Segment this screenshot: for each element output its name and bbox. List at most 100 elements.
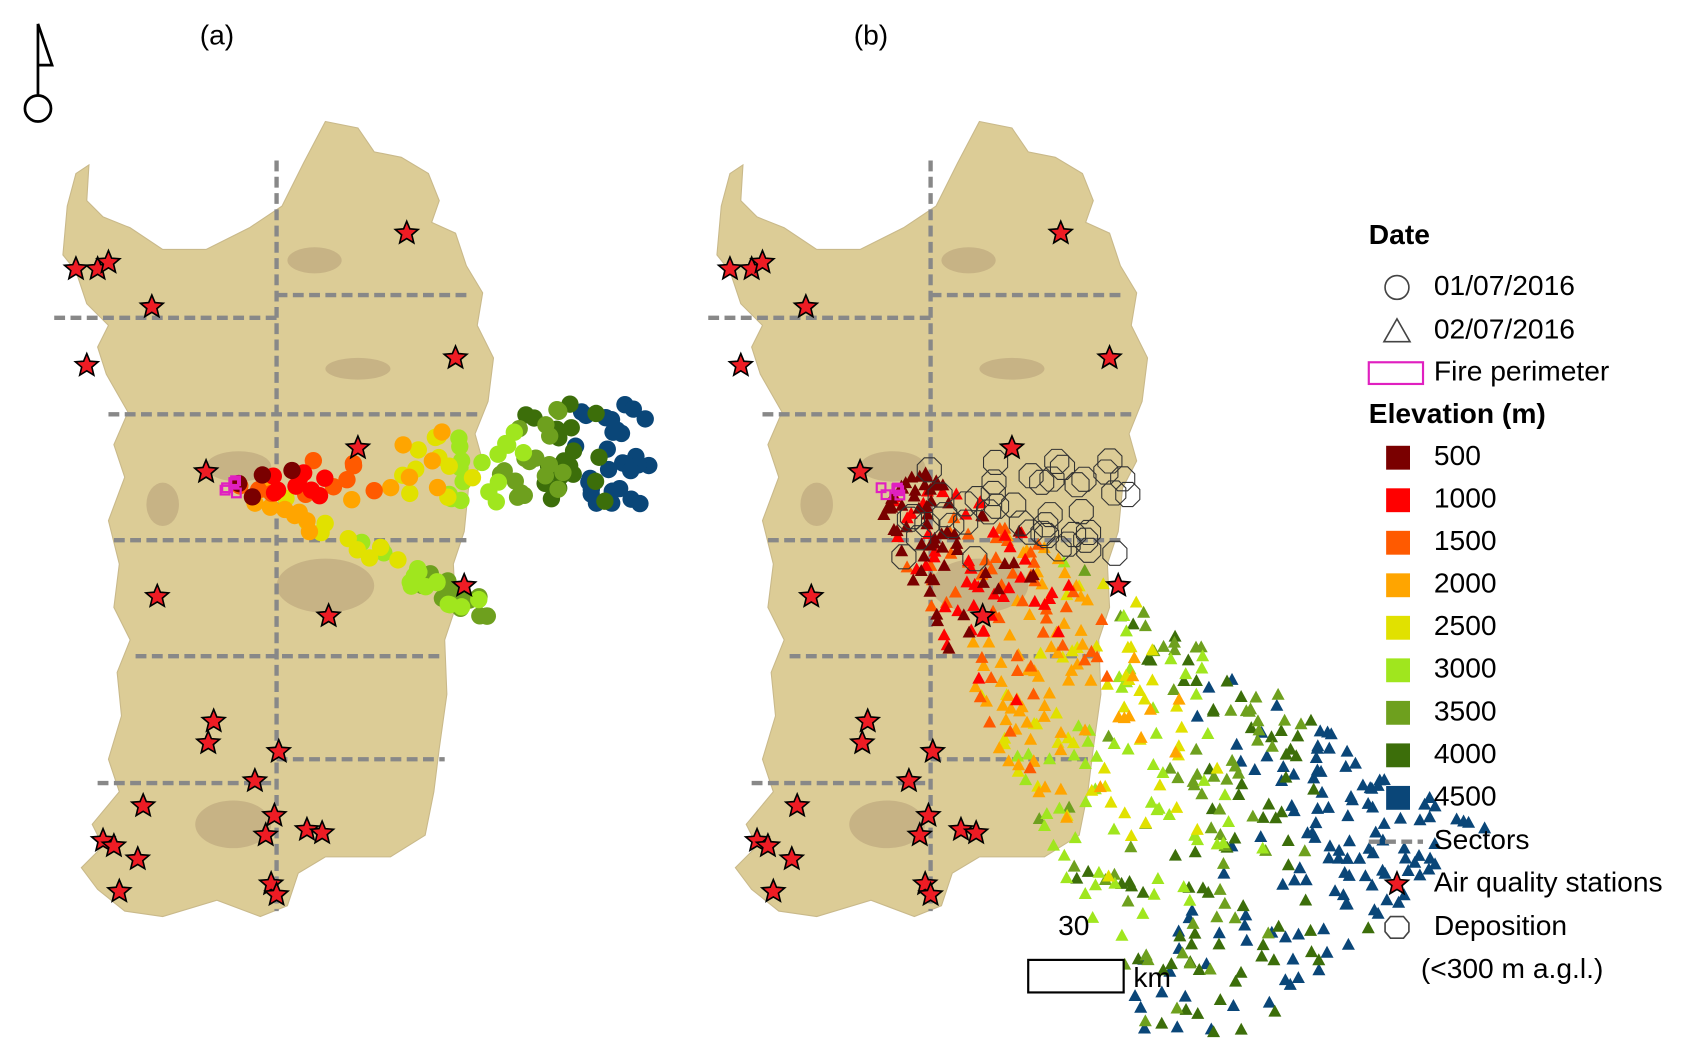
trajectory-point — [1032, 812, 1046, 824]
trajectory-point — [1034, 646, 1048, 659]
trajectory-point — [1312, 963, 1326, 976]
trajectory-point — [1413, 813, 1427, 826]
trajectory-point — [1078, 653, 1092, 666]
trajectory-point — [1320, 945, 1334, 958]
trajectory-point — [1210, 761, 1224, 774]
deposition — [1101, 480, 1127, 506]
trajectory-point — [1412, 848, 1426, 861]
trajectory-point — [1210, 910, 1224, 923]
trajectory-point — [979, 694, 993, 707]
trajectory-point — [1265, 739, 1279, 752]
trajectory-point — [1056, 638, 1070, 651]
trajectory-point — [1339, 759, 1353, 772]
trajectory-point — [316, 469, 334, 487]
trajectory-point — [1234, 690, 1248, 702]
trajectory-point — [1309, 816, 1323, 829]
legend-label: 2000 — [1434, 567, 1497, 599]
trajectory-point — [1314, 764, 1328, 777]
trajectory-point — [1035, 577, 1049, 590]
deposition — [1046, 536, 1072, 562]
trajectory-point — [1010, 649, 1024, 662]
trajectory-point — [1137, 605, 1151, 618]
trajectory-point — [515, 486, 533, 505]
trajectory-point — [1037, 710, 1051, 722]
trajectory-point — [915, 537, 929, 550]
trajectory-point — [1361, 796, 1375, 809]
trajectory-point — [1156, 766, 1170, 779]
trajectory-point — [1011, 764, 1025, 777]
trajectory-point — [977, 659, 991, 671]
trajectory-point — [1023, 761, 1037, 774]
trajectory-point — [549, 480, 567, 498]
trajectory-point — [1252, 723, 1266, 736]
trajectory-point — [1156, 963, 1170, 976]
trajectory-point — [253, 466, 272, 484]
trajectory-point — [1143, 702, 1157, 715]
deposition — [1060, 521, 1087, 548]
station — [1383, 869, 1411, 896]
legend-label: 01/07/2016 — [1434, 269, 1575, 301]
trajectory-point — [1100, 669, 1114, 682]
station — [846, 457, 874, 484]
trajectory-point — [1179, 667, 1193, 680]
trajectory-point — [1332, 843, 1346, 856]
elevation-legend: 500 1000 1500 2000 2500 3000 3500 4000 4500 — [1386, 439, 1497, 811]
deposition — [953, 509, 979, 535]
legend-swatch — [1386, 573, 1410, 598]
trajectory-point — [996, 698, 1010, 711]
trajectory-point — [917, 549, 931, 562]
station — [962, 818, 990, 845]
trajectory-point — [937, 558, 951, 571]
trajectory-point — [1226, 999, 1240, 1011]
deposition — [1110, 466, 1136, 492]
legend-swatch — [1386, 743, 1410, 768]
trajectory-point — [1074, 589, 1088, 602]
trajectory-point — [1285, 798, 1299, 811]
trajectory-point — [1365, 878, 1379, 891]
legend-label: 500 — [1434, 439, 1481, 471]
station — [265, 737, 293, 764]
legend-title: Elevation (m) — [1369, 397, 1546, 429]
trajectory-point — [1104, 795, 1118, 808]
trajectory-point — [1401, 864, 1415, 876]
trajectory-point — [287, 477, 305, 495]
trajectory-point — [906, 573, 920, 586]
legend-swatch — [1386, 530, 1410, 555]
trajectory-point — [1070, 657, 1084, 670]
trajectory-point — [1183, 893, 1197, 906]
fire-perimeter — [891, 483, 903, 495]
trajectory-point — [487, 493, 505, 511]
trajectory-point — [935, 527, 949, 540]
station — [200, 707, 228, 733]
trajectory-point — [959, 507, 973, 520]
trajectory-point — [885, 500, 899, 513]
trajectory-point — [1204, 821, 1218, 834]
trajectory-point — [996, 590, 1010, 602]
trajectory-point — [1001, 688, 1015, 701]
trajectory-point — [950, 536, 964, 549]
station — [124, 844, 152, 871]
trajectory-point — [268, 481, 287, 499]
trajectory-point — [1138, 619, 1152, 632]
trajectory-point — [1207, 1025, 1221, 1038]
trajectory-point — [1361, 921, 1375, 934]
trajectory-point — [1081, 864, 1095, 877]
trajectory-point — [1255, 949, 1269, 962]
trajectory-point — [1342, 834, 1356, 847]
trajectory-point — [1298, 844, 1312, 857]
trajectory-point — [1254, 830, 1268, 842]
trajectory-point — [1272, 919, 1286, 932]
trajectory-point — [1096, 577, 1110, 590]
trajectory-point — [1027, 687, 1041, 700]
legend-label: Sectors — [1434, 823, 1530, 855]
legend-label: 3500 — [1434, 694, 1497, 726]
trajectory-point — [1428, 837, 1442, 850]
trajectory-point — [1076, 637, 1090, 650]
station — [393, 219, 421, 245]
trajectory-point — [1163, 761, 1177, 774]
trajectory-point — [975, 650, 989, 663]
deposition — [1029, 469, 1055, 495]
trajectory-point — [1218, 896, 1232, 909]
trajectory-point — [1304, 923, 1318, 936]
trajectory-point — [937, 628, 951, 641]
